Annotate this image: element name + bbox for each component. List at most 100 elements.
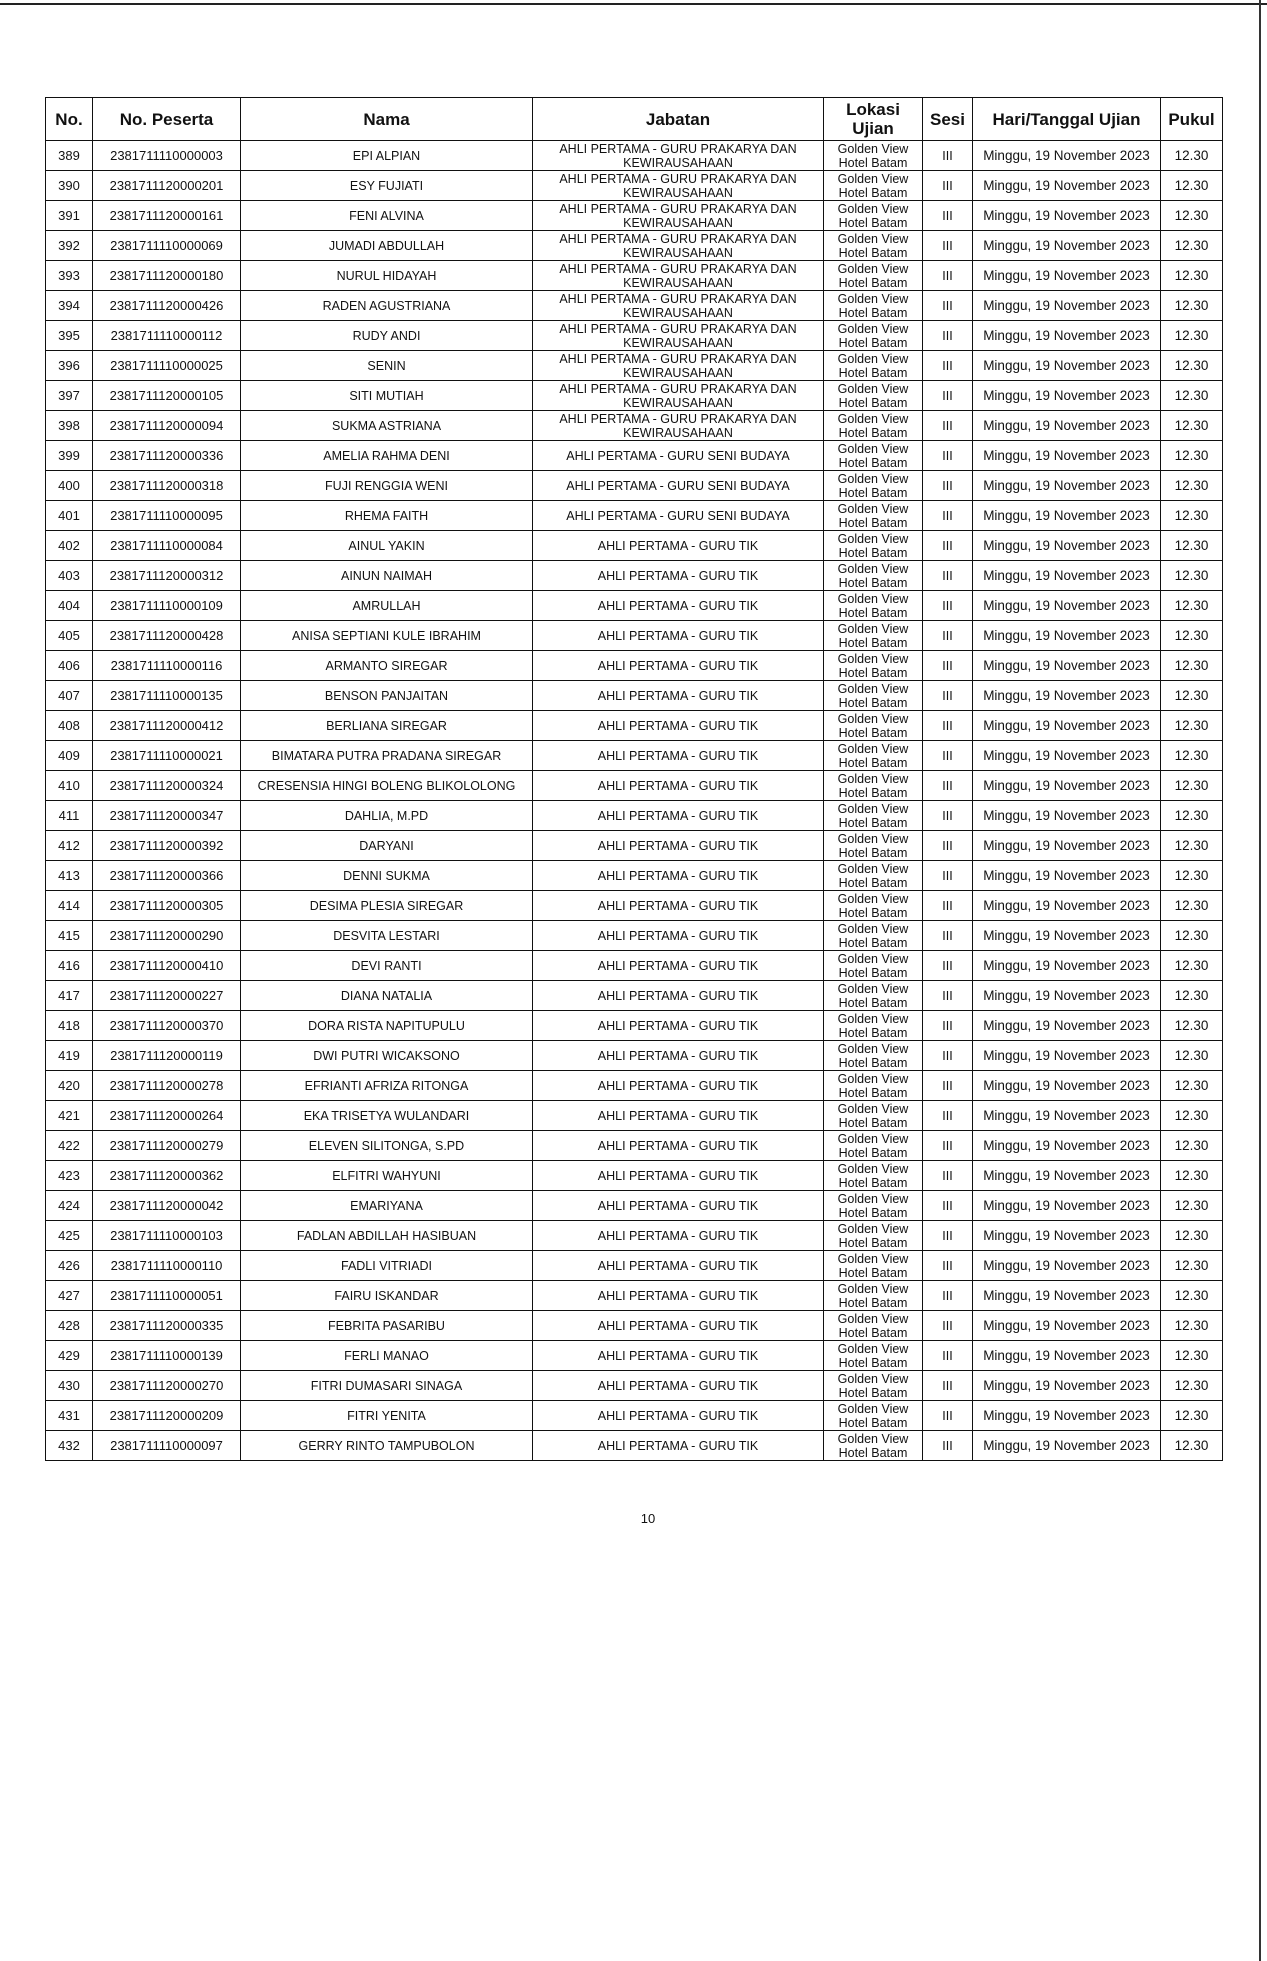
cell-no: 423 bbox=[45, 1160, 93, 1191]
table-row: 401 2381711110000095 RHEMA FAITH AHLI PERTA… bbox=[45, 500, 1223, 531]
cell-tanggal: Minggu, 19 November 2023 bbox=[972, 440, 1161, 471]
cell-no-peserta: 2381711120000279 bbox=[92, 1130, 241, 1161]
cell-lokasi: Golden View Hotel Batam bbox=[823, 320, 923, 351]
cell-tanggal: Minggu, 19 November 2023 bbox=[972, 680, 1161, 711]
cell-nama: DWI PUTRI WICAKSONO bbox=[240, 1040, 533, 1071]
cell-tanggal: Minggu, 19 November 2023 bbox=[972, 650, 1161, 681]
cell-jabatan: AHLI PERTAMA - GURU TIK bbox=[532, 830, 824, 861]
cell-sesi: III bbox=[922, 1160, 973, 1191]
table-row: 430 2381711120000270 FITRI DUMASARI SINAGA… bbox=[45, 1370, 1223, 1401]
cell-lokasi: Golden View Hotel Batam bbox=[823, 920, 923, 951]
cell-tanggal: Minggu, 19 November 2023 bbox=[972, 230, 1161, 261]
cell-pukul: 12.30 bbox=[1160, 1100, 1223, 1131]
cell-pukul: 12.30 bbox=[1160, 170, 1223, 201]
cell-jabatan: AHLI PERTAMA - GURU TIK bbox=[532, 680, 824, 711]
cell-lokasi: Golden View Hotel Batam bbox=[823, 740, 923, 771]
cell-tanggal: Minggu, 19 November 2023 bbox=[972, 1070, 1161, 1101]
header-no: No. bbox=[45, 97, 93, 141]
cell-tanggal: Minggu, 19 November 2023 bbox=[972, 1100, 1161, 1131]
cell-sesi: III bbox=[922, 800, 973, 831]
cell-jabatan: AHLI PERTAMA - GURU TIK bbox=[532, 1190, 824, 1221]
cell-no: 429 bbox=[45, 1340, 93, 1371]
cell-lokasi: Golden View Hotel Batam bbox=[823, 770, 923, 801]
cell-sesi: III bbox=[922, 1280, 973, 1311]
cell-tanggal: Minggu, 19 November 2023 bbox=[972, 710, 1161, 741]
cell-no: 404 bbox=[45, 590, 93, 621]
cell-no: 413 bbox=[45, 860, 93, 891]
cell-sesi: III bbox=[922, 1130, 973, 1161]
cell-tanggal: Minggu, 19 November 2023 bbox=[972, 1220, 1161, 1251]
header-no-peserta: No. Peserta bbox=[92, 97, 241, 141]
cell-pukul: 12.30 bbox=[1160, 770, 1223, 801]
cell-nama: EMARIYANA bbox=[240, 1190, 533, 1221]
cell-no: 421 bbox=[45, 1100, 93, 1131]
table-header-row: No. No. Peserta Nama Jabatan Lokasi Ujia… bbox=[45, 97, 1223, 141]
cell-pukul: 12.30 bbox=[1160, 500, 1223, 531]
cell-pukul: 12.30 bbox=[1160, 1220, 1223, 1251]
cell-sesi: III bbox=[922, 1190, 973, 1221]
cell-nama: EPI ALPIAN bbox=[240, 140, 533, 171]
cell-nama: ARMANTO SIREGAR bbox=[240, 650, 533, 681]
cell-pukul: 12.30 bbox=[1160, 1430, 1223, 1461]
cell-lokasi: Golden View Hotel Batam bbox=[823, 1100, 923, 1131]
table-row: 416 2381711120000410 DEVI RANTI AHLI PERTAM… bbox=[45, 950, 1223, 981]
cell-sesi: III bbox=[922, 1040, 973, 1071]
header-tanggal: Hari/Tanggal Ujian bbox=[972, 97, 1161, 141]
participant-table: No. No. Peserta Nama Jabatan Lokasi Ujia… bbox=[45, 97, 1223, 1461]
cell-jabatan: AHLI PERTAMA - GURU TIK bbox=[532, 620, 824, 651]
cell-lokasi: Golden View Hotel Batam bbox=[823, 380, 923, 411]
scan-border-right bbox=[1259, 0, 1261, 1961]
cell-pukul: 12.30 bbox=[1160, 590, 1223, 621]
table-row: 425 2381711110000103 FADLAN ABDILLAH HASIB… bbox=[45, 1220, 1223, 1251]
cell-pukul: 12.30 bbox=[1160, 470, 1223, 501]
table-row: 396 2381711110000025 SENIN AHLI PERTAMA - G… bbox=[45, 350, 1223, 381]
cell-nama: BIMATARA PUTRA PRADANA SIREGAR bbox=[240, 740, 533, 771]
cell-no: 394 bbox=[45, 290, 93, 321]
cell-nama: DESVITA LESTARI bbox=[240, 920, 533, 951]
cell-pukul: 12.30 bbox=[1160, 860, 1223, 891]
cell-tanggal: Minggu, 19 November 2023 bbox=[972, 1040, 1161, 1071]
cell-pukul: 12.30 bbox=[1160, 710, 1223, 741]
table-body: 389 2381711110000003 EPI ALPIAN AHLI PERTAM… bbox=[45, 140, 1223, 1461]
cell-tanggal: Minggu, 19 November 2023 bbox=[972, 1190, 1161, 1221]
cell-jabatan: AHLI PERTAMA - GURU TIK bbox=[532, 740, 824, 771]
cell-tanggal: Minggu, 19 November 2023 bbox=[972, 770, 1161, 801]
cell-nama: SITI MUTIAH bbox=[240, 380, 533, 411]
cell-pukul: 12.30 bbox=[1160, 1310, 1223, 1341]
table-row: 391 2381711120000161 FENI ALVINA AHLI PERTA… bbox=[45, 200, 1223, 231]
cell-tanggal: Minggu, 19 November 2023 bbox=[972, 500, 1161, 531]
cell-jabatan: AHLI PERTAMA - GURU SENI BUDAYA bbox=[532, 470, 824, 501]
cell-tanggal: Minggu, 19 November 2023 bbox=[972, 200, 1161, 231]
cell-no: 405 bbox=[45, 620, 93, 651]
cell-jabatan: AHLI PERTAMA - GURU PRAKARYA DAN KEWIRAU… bbox=[532, 170, 824, 201]
cell-no-peserta: 2381711120000201 bbox=[92, 170, 241, 201]
cell-nama: SENIN bbox=[240, 350, 533, 381]
cell-pukul: 12.30 bbox=[1160, 380, 1223, 411]
cell-lokasi: Golden View Hotel Batam bbox=[823, 410, 923, 441]
cell-no-peserta: 2381711120000264 bbox=[92, 1100, 241, 1131]
cell-no-peserta: 2381711120000278 bbox=[92, 1070, 241, 1101]
cell-no: 395 bbox=[45, 320, 93, 351]
cell-no-peserta: 2381711110000110 bbox=[92, 1250, 241, 1281]
table-row: 398 2381711120000094 SUKMA ASTRIANA AHLI PE… bbox=[45, 410, 1223, 441]
cell-tanggal: Minggu, 19 November 2023 bbox=[972, 260, 1161, 291]
cell-lokasi: Golden View Hotel Batam bbox=[823, 1430, 923, 1461]
table-row: 412 2381711120000392 DARYANI AHLI PERTAMA -… bbox=[45, 830, 1223, 861]
cell-lokasi: Golden View Hotel Batam bbox=[823, 830, 923, 861]
cell-no: 417 bbox=[45, 980, 93, 1011]
cell-nama: AMELIA RAHMA DENI bbox=[240, 440, 533, 471]
cell-jabatan: AHLI PERTAMA - GURU TIK bbox=[532, 800, 824, 831]
cell-nama: GERRY RINTO TAMPUBOLON bbox=[240, 1430, 533, 1461]
cell-pukul: 12.30 bbox=[1160, 980, 1223, 1011]
cell-lokasi: Golden View Hotel Batam bbox=[823, 200, 923, 231]
cell-no: 427 bbox=[45, 1280, 93, 1311]
cell-pukul: 12.30 bbox=[1160, 1250, 1223, 1281]
cell-no-peserta: 2381711120000227 bbox=[92, 980, 241, 1011]
cell-tanggal: Minggu, 19 November 2023 bbox=[972, 830, 1161, 861]
cell-no: 422 bbox=[45, 1130, 93, 1161]
table-row: 390 2381711120000201 ESY FUJIATI AHLI PERTA… bbox=[45, 170, 1223, 201]
cell-tanggal: Minggu, 19 November 2023 bbox=[972, 1430, 1161, 1461]
cell-lokasi: Golden View Hotel Batam bbox=[823, 590, 923, 621]
cell-jabatan: AHLI PERTAMA - GURU PRAKARYA DAN KEWIRAU… bbox=[532, 380, 824, 411]
cell-no: 403 bbox=[45, 560, 93, 591]
